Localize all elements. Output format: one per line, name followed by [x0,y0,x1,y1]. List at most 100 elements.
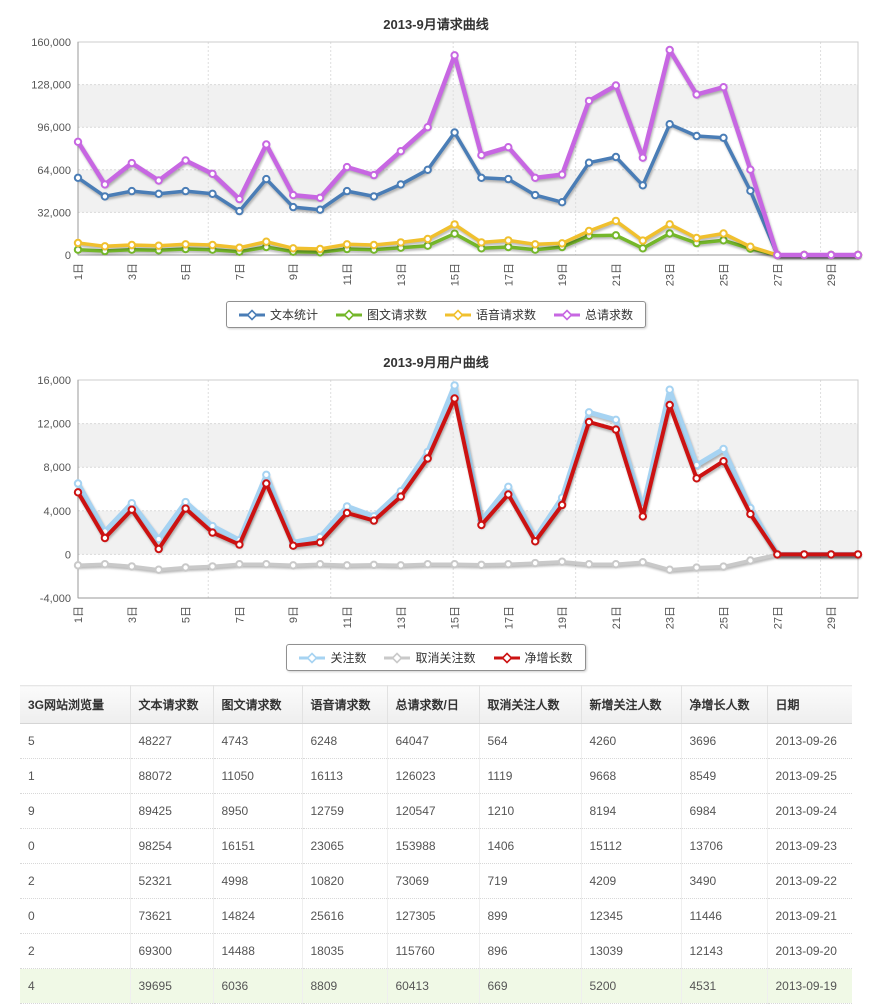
data-point[interactable] [611,81,621,90]
data-point[interactable] [638,153,647,162]
data-point[interactable] [262,470,271,480]
data-point[interactable] [692,563,701,572]
data-point[interactable] [450,394,459,403]
data-point[interactable] [638,512,647,521]
data-point[interactable] [342,502,352,511]
data-point[interactable] [289,561,298,570]
data-point[interactable] [315,560,325,569]
data-point[interactable] [73,488,83,497]
data-point[interactable] [584,417,594,427]
data-point[interactable] [773,550,782,559]
data-point[interactable] [477,151,486,160]
data-point[interactable] [584,408,594,417]
data-point[interactable] [423,454,432,463]
data-point[interactable] [504,242,513,252]
data-point[interactable] [719,562,728,571]
data-point[interactable] [100,533,110,543]
data-point[interactable] [342,162,352,172]
data-point[interactable] [853,250,863,260]
legend-item[interactable]: 净增长数 [493,649,573,666]
data-point[interactable] [557,557,567,566]
data-point[interactable] [584,96,594,106]
data-point[interactable] [692,233,701,243]
data-point[interactable] [289,202,298,212]
data-point[interactable] [557,198,567,207]
data-point[interactable] [719,457,728,466]
data-point[interactable] [826,250,836,260]
data-point[interactable] [235,194,244,204]
data-point[interactable] [665,45,674,55]
data-point[interactable] [746,242,755,251]
data-point[interactable] [369,192,379,201]
data-point[interactable] [235,540,244,549]
data-point[interactable] [853,550,863,559]
data-point[interactable] [719,133,728,143]
data-point[interactable] [369,516,379,525]
data-point[interactable] [235,206,244,216]
data-point[interactable] [450,128,459,137]
data-point[interactable] [73,245,83,254]
data-point[interactable] [235,243,244,252]
data-point[interactable] [315,244,325,254]
data-point[interactable] [181,504,190,513]
data-point[interactable] [262,479,271,488]
data-point[interactable] [719,236,728,245]
data-point[interactable] [208,562,217,571]
data-point[interactable] [746,186,755,196]
data-point[interactable] [692,131,701,141]
data-point[interactable] [315,193,325,203]
data-point[interactable] [208,528,217,537]
data-point[interactable] [396,492,405,501]
data-point[interactable] [504,174,513,184]
data-point[interactable] [289,190,298,200]
data-point[interactable] [800,550,809,559]
data-point[interactable] [665,220,674,229]
data-point[interactable] [450,560,459,569]
data-point[interactable] [208,240,217,250]
data-point[interactable] [477,520,486,530]
data-point[interactable] [531,190,540,200]
data-point[interactable] [289,244,298,253]
data-point[interactable] [127,499,137,508]
data-point[interactable] [800,250,809,260]
data-point[interactable] [504,482,513,492]
data-point[interactable] [235,560,244,569]
data-point[interactable] [127,186,137,196]
data-point[interactable] [638,181,647,190]
data-point[interactable] [531,173,540,183]
legend-item[interactable]: 语音请求数 [445,306,536,323]
data-point[interactable] [477,238,486,247]
data-point[interactable] [584,158,594,167]
data-point[interactable] [746,509,755,519]
data-point[interactable] [477,560,486,570]
data-point[interactable] [342,561,352,570]
data-point[interactable] [423,123,432,132]
data-point[interactable] [531,558,540,568]
data-point[interactable] [73,173,83,183]
data-point[interactable] [611,415,621,424]
data-point[interactable] [315,205,325,214]
data-point[interactable] [73,137,83,147]
data-point[interactable] [746,556,755,565]
data-point[interactable] [423,165,432,175]
data-point[interactable] [262,174,271,184]
data-point[interactable] [611,560,621,569]
data-point[interactable] [719,229,728,238]
data-point[interactable] [181,186,190,196]
legend-item[interactable]: 总请求数 [554,306,633,323]
data-point[interactable] [423,241,432,250]
data-point[interactable] [154,189,163,199]
data-point[interactable] [396,147,405,156]
data-point[interactable] [73,479,83,488]
data-point[interactable] [692,90,701,99]
data-point[interactable] [692,474,701,483]
data-point[interactable] [611,231,621,240]
data-point[interactable] [100,242,110,251]
data-point[interactable] [154,534,163,544]
data-point[interactable] [289,541,298,550]
data-point[interactable] [638,236,647,245]
data-point[interactable] [557,239,567,248]
data-point[interactable] [100,560,110,569]
data-point[interactable] [127,240,137,250]
data-point[interactable] [154,241,163,250]
